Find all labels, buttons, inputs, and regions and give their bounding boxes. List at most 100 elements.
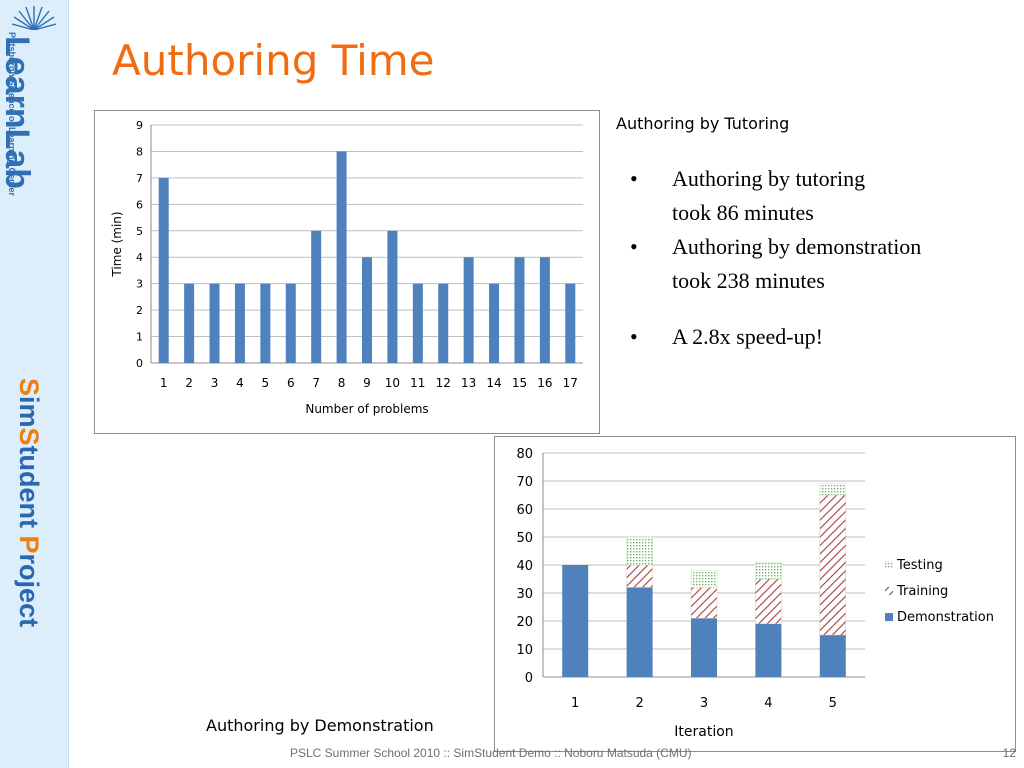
bar [539, 257, 550, 363]
bar [158, 177, 169, 363]
x-tick-label: 1 [571, 696, 579, 711]
bar [260, 283, 271, 363]
x-tick-label: 1 [160, 376, 168, 390]
x-tick-label: 3 [700, 696, 708, 711]
x-tick-label: 11 [410, 376, 425, 390]
tutoring-chart-caption: Authoring by Tutoring [616, 114, 790, 133]
slide-title: Authoring Time [112, 36, 435, 85]
x-tick-label: 14 [486, 376, 501, 390]
bullet-icon: • [630, 234, 638, 259]
learnlab-subtitle: Pittsburgh Science of Learning Center [7, 32, 17, 197]
y-tick-label: 10 [516, 643, 533, 658]
y-tick-label: 2 [136, 304, 143, 317]
legend-label: Demonstration [897, 610, 994, 625]
bullet-text-line: took 238 minutes [672, 268, 825, 293]
y-tick-label: 40 [516, 559, 533, 574]
y-tick-label: 8 [136, 145, 143, 158]
x-tick-label: 5 [829, 696, 837, 711]
x-tick-label: 12 [436, 376, 451, 390]
bar [387, 230, 398, 363]
y-tick-label: 7 [136, 172, 143, 185]
bar-segment-training [626, 564, 653, 588]
x-tick-label: 6 [287, 376, 295, 390]
bar-segment-demonstration [562, 565, 589, 677]
page-number: 12 [1002, 746, 1016, 760]
legend-swatch [885, 587, 893, 595]
bullet-icon: • [630, 166, 638, 191]
sunburst-icon [12, 6, 56, 30]
demonstration-stacked-bar-chart: 0 10 20 30 40 50 60 70 80 1 2 3 4 5 Iteration Testing Tr… [516, 447, 994, 740]
x-tick-label: 15 [512, 376, 527, 390]
bullet-text-line: Authoring by demonstration [672, 234, 922, 259]
legend-swatch [885, 613, 893, 621]
bullet-text-line: A 2.8x speed-up! [672, 324, 823, 349]
x-tick-label: 4 [764, 696, 772, 711]
x-tick-label: 5 [262, 376, 270, 390]
bullet-text-line: took 86 minutes [672, 200, 814, 225]
bar-segment-training [755, 578, 782, 625]
x-tick-label: 7 [312, 376, 320, 390]
y-axis-label: Time (min) [110, 211, 124, 277]
footer-text: PSLC Summer School 2010 :: SimStudent De… [290, 746, 692, 760]
y-tick-label: 0 [136, 357, 143, 370]
bullet-icon: • [630, 324, 638, 349]
y-tick-label: 60 [516, 503, 533, 518]
x-tick-label: 17 [563, 376, 578, 390]
bar [234, 283, 245, 363]
y-tick-label: 50 [516, 531, 533, 546]
bar-segment-demonstration [691, 618, 717, 677]
bar [489, 283, 500, 363]
bar-segment-training [690, 587, 718, 619]
y-tick-label: 20 [516, 615, 533, 630]
x-tick-label: 2 [185, 376, 193, 390]
y-tick-label: 3 [136, 278, 143, 291]
bar-segment-demonstration [819, 635, 846, 677]
learnlab-logo-text: LearnLab [0, 36, 36, 190]
x-tick-label: 9 [363, 376, 371, 390]
sidebar: LearnLab Pittsburgh Science of Learning … [0, 0, 69, 768]
y-tick-label: 6 [136, 198, 143, 211]
x-tick-label: 13 [461, 376, 476, 390]
bar [514, 257, 525, 363]
legend-label: Training [896, 584, 948, 599]
bar [336, 151, 347, 363]
bar-segment-testing [755, 561, 782, 580]
bullet-text-line: Authoring by tutoring [672, 166, 866, 191]
y-tick-label: 5 [136, 225, 143, 238]
bullet-item: • Authoring by demonstration took 238 mi… [630, 230, 921, 298]
simstudent-project-text: SimStudent Project [14, 378, 44, 628]
y-tick-label: 4 [136, 251, 143, 264]
bar [285, 283, 296, 363]
legend-swatch [885, 561, 893, 569]
x-tick-label: 10 [385, 376, 400, 390]
bar [209, 283, 220, 363]
bar [362, 257, 372, 363]
x-tick-label: 16 [537, 376, 552, 390]
bar-segment-testing [819, 483, 847, 496]
x-tick-label: 4 [236, 376, 244, 390]
x-axis-label: Iteration [674, 724, 733, 740]
bar-segment-testing [626, 536, 653, 566]
x-tick-label: 8 [338, 376, 346, 390]
bar-segment-testing [690, 570, 718, 588]
bar [311, 230, 322, 363]
x-tick-label: 2 [635, 696, 643, 711]
y-tick-label: 1 [136, 331, 143, 344]
demonstration-chart-caption: Authoring by Demonstration [206, 716, 434, 735]
y-tick-label: 80 [516, 447, 533, 462]
x-tick-label: 3 [211, 376, 219, 390]
bar-segment-demonstration [626, 587, 653, 677]
y-tick-label: 30 [516, 587, 533, 602]
y-tick-label: 0 [525, 671, 533, 686]
bar-segment-training [819, 494, 847, 636]
bar-segment-demonstration [755, 623, 782, 677]
y-tick-label: 9 [136, 119, 143, 132]
tutoring-chart-frame: 0 1 2 3 4 5 6 7 8 9 1 2 3 4 5 6 7 8 9 10 11 12 13 14 15 16 17 Numbe… [94, 110, 600, 434]
bar [438, 283, 449, 363]
bullet-list: • Authoring by tutoring took 86 minutes … [630, 162, 921, 354]
bar [565, 283, 576, 363]
demonstration-chart-frame: 0 10 20 30 40 50 60 70 80 1 2 3 4 5 Iteration Testing Tr… [494, 436, 1016, 752]
bullet-item: • Authoring by tutoring took 86 minutes [630, 162, 921, 230]
y-tick-label: 70 [516, 475, 533, 490]
